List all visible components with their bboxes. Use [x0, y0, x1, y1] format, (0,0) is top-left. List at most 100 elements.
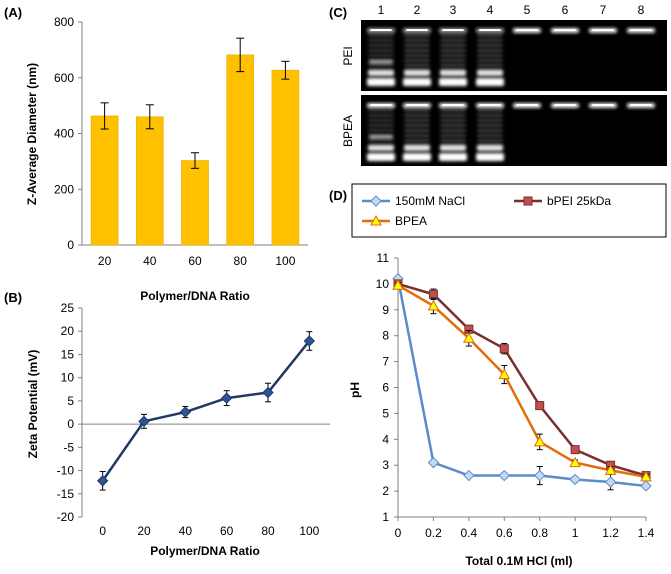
gel-band	[554, 29, 576, 31]
chart-d-legend-marker	[370, 195, 382, 207]
gel-band	[368, 109, 394, 112]
chart-a-panel-label: (A)	[4, 5, 22, 20]
chart-b-y-tick-label: 20	[61, 324, 75, 338]
gel-band	[477, 124, 503, 127]
gel-lane-label: 8	[638, 3, 645, 17]
gel-band	[592, 29, 614, 31]
chart-d-y-tick-label: 3	[382, 458, 389, 472]
gel-band	[404, 109, 430, 112]
gel-band	[440, 34, 466, 37]
gel-band	[439, 78, 467, 86]
chart-d: (D) pH Total 0.1M HCl (ml) 1234567891011…	[329, 183, 667, 568]
gel-band	[369, 135, 393, 139]
chart-a-bar	[136, 116, 164, 246]
chart-a-xlabel: Polymer/DNA Ratio	[140, 289, 250, 303]
chart-d-point	[427, 456, 440, 469]
chart-d-y-tick-label: 10	[376, 277, 390, 291]
chart-d-x-tick-label: 0.8	[531, 526, 548, 540]
gel-band	[477, 39, 503, 42]
gel-row-label-pei: PEI	[341, 46, 355, 65]
gel-band	[369, 60, 393, 64]
chart-d-series-line	[396, 278, 647, 488]
chart-a-ylabel: Z-Average Diameter (nm)	[25, 63, 39, 205]
gel-band	[440, 39, 466, 42]
chart-b-point	[262, 386, 274, 399]
gel-band	[440, 44, 466, 47]
gel-band	[367, 153, 395, 161]
gel-band	[440, 119, 466, 122]
chart-d-ylabel: pH	[348, 382, 362, 398]
chart-d-x-tick-label: 0.4	[461, 526, 478, 540]
chart-a-y-tick-label: 200	[54, 182, 74, 196]
chart-b-y-tick-label: -20	[57, 510, 75, 524]
chart-b-y-tick-label: -15	[57, 487, 75, 501]
gel-band	[440, 114, 466, 117]
chart-d-point	[533, 435, 546, 447]
gel-band	[368, 114, 394, 117]
chart-d-y-tick-label: 6	[382, 381, 389, 395]
chart-d-point	[569, 473, 581, 486]
gel-band	[403, 78, 431, 86]
chart-d-series-line	[397, 284, 647, 479]
chart-d-point	[498, 469, 510, 482]
chart-d-point	[570, 445, 580, 455]
gel-band	[477, 49, 503, 52]
gel-band	[442, 29, 464, 31]
gel-band	[554, 104, 576, 106]
gel-band	[440, 124, 466, 127]
gel-band	[368, 64, 394, 67]
gel-band	[479, 29, 501, 31]
chart-d-point	[428, 289, 438, 299]
chart-b-x-tick-label: 40	[179, 524, 193, 538]
gel-band	[404, 49, 430, 52]
chart-d-point	[604, 476, 617, 488]
chart-a-y-tick-label: 0	[67, 238, 74, 252]
chart-d-legend-label: bPEI 25kDa	[547, 194, 611, 208]
gel-band	[477, 119, 503, 122]
chart-a-x-tick-label: 80	[234, 254, 248, 268]
chart-b: (B) Zeta Potential (mV) Polymer/DNA Rati…	[4, 290, 330, 558]
chart-b-x-tick-label: 100	[299, 524, 319, 538]
chart-b-point	[303, 335, 316, 347]
chart-d-legend-label: BPEA	[395, 214, 427, 228]
chart-d-x-tick-label: 1.2	[602, 526, 619, 540]
gel-band	[404, 139, 430, 142]
gel-band	[476, 153, 504, 161]
chart-a-bar	[226, 54, 254, 246]
chart-d-x-tick-label: 1.4	[638, 526, 655, 540]
chart-d-point	[535, 401, 545, 411]
chart-a-bar	[90, 115, 119, 246]
chart-d-x-tick-label: 0.6	[496, 526, 513, 540]
gel-band	[406, 29, 428, 31]
gel-band	[404, 124, 430, 127]
chart-d-legend-label: 150mM NaCl	[395, 194, 465, 208]
gel-lane-label: 2	[414, 3, 421, 17]
chart-d-point	[499, 344, 509, 354]
chart-d-y-tick-label: 4	[382, 432, 389, 446]
chart-b-y-tick-label: -5	[63, 440, 74, 454]
gel-band	[404, 134, 430, 137]
gel-band	[479, 104, 501, 106]
chart-d-point	[427, 299, 440, 311]
gel-band	[404, 59, 430, 62]
gel-band	[440, 134, 466, 137]
gel-band	[368, 54, 394, 57]
gel-lane-label: 6	[562, 3, 569, 17]
chart-d-y-tick-label: 2	[382, 484, 389, 498]
gel-band	[368, 145, 394, 151]
chart-b-y-tick-label: 10	[61, 371, 75, 385]
chart-d-legend-marker	[370, 214, 382, 226]
chart-b-point	[179, 406, 192, 418]
chart-a: (A) Z-Average Diameter (nm) Polymer/DNA …	[4, 5, 308, 303]
chart-b-y-tick-label: 0	[67, 417, 74, 431]
gel-band	[370, 29, 392, 31]
chart-a-x-tick-label: 100	[275, 254, 295, 268]
chart-a-y-tick-label: 600	[54, 71, 74, 85]
chart-a-x-tick-label: 60	[188, 254, 202, 268]
chart-d-y-tick-label: 9	[382, 303, 389, 317]
gel-band	[368, 49, 394, 52]
chart-d-x-tick-label: 1	[572, 526, 579, 540]
chart-d-y-tick-label: 11	[377, 251, 390, 265]
chart-d-point	[604, 464, 617, 475]
chart-d-point	[640, 470, 652, 482]
